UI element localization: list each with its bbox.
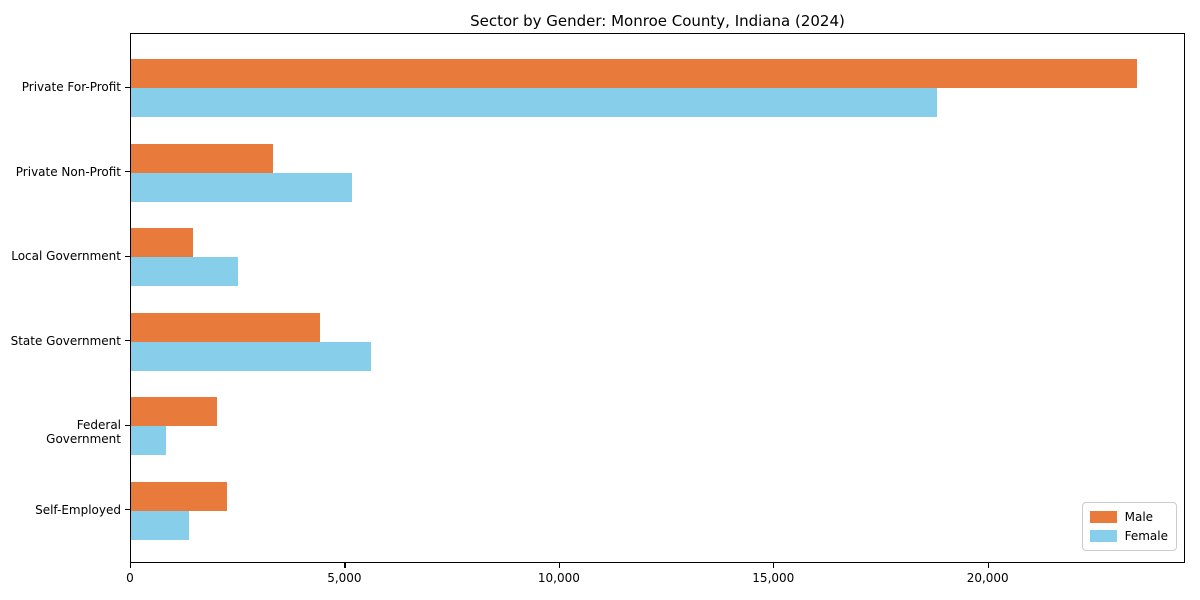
bar-female-state-government xyxy=(131,341,372,371)
x-tick-label: 20,000 xyxy=(966,571,1009,585)
legend-swatch-male xyxy=(1089,511,1117,523)
y-axis-label-state-government: State Government xyxy=(10,333,121,348)
bar-male-self-employed xyxy=(131,481,227,511)
x-tick-label: 0 xyxy=(126,571,134,585)
x-tick-mark xyxy=(130,563,132,568)
x-tick-mark xyxy=(558,563,561,568)
y-tick-mark xyxy=(125,340,130,342)
bar-female-private-for-profit xyxy=(131,88,938,117)
bar-female-self-employed xyxy=(131,510,189,540)
legend-label-male: Male xyxy=(1124,510,1154,524)
plot-area: Male Female xyxy=(130,33,1185,563)
y-tick-mark xyxy=(125,171,130,173)
y-axis-label-federal-government: Federal Government xyxy=(46,418,121,446)
x-tick-mark xyxy=(344,563,346,568)
y-tick-mark xyxy=(125,86,130,88)
chart-title: Sector by Gender: Monroe County, Indiana… xyxy=(470,12,845,30)
legend-label-female: Female xyxy=(1124,529,1168,543)
y-tick-mark xyxy=(125,509,130,511)
x-tick-label: 5,000 xyxy=(327,571,362,585)
legend: Male Female xyxy=(1081,502,1177,551)
bar-male-private-for-profit xyxy=(131,59,1137,88)
y-axis-label-private-non-profit: Private Non-Profit xyxy=(15,164,121,179)
y-axis-label-private-for-profit: Private For-Profit xyxy=(21,80,121,94)
y-tick-mark xyxy=(125,255,130,257)
y-tick-mark xyxy=(125,424,130,426)
bar-female-local-government xyxy=(131,257,239,286)
x-tick-label: 10,000 xyxy=(537,571,580,585)
y-axis-label-local-government: Local Government xyxy=(11,249,121,263)
bar-male-federal-government xyxy=(131,397,217,426)
bar-male-local-government xyxy=(131,228,194,257)
bar-female-federal-government xyxy=(131,426,167,455)
x-tick-mark xyxy=(773,563,775,568)
legend-entry-female: Female xyxy=(1089,529,1168,543)
x-tick-mark xyxy=(987,563,989,568)
bar-female-private-non-profit xyxy=(131,172,352,202)
y-axis-label-self-employed: Self-Employed xyxy=(35,502,121,517)
x-tick-label: 15,000 xyxy=(752,571,795,585)
legend-entry-male: Male xyxy=(1089,510,1168,524)
bar-male-state-government xyxy=(131,312,320,342)
legend-swatch-female xyxy=(1089,530,1117,542)
bar-male-private-non-profit xyxy=(131,143,273,173)
